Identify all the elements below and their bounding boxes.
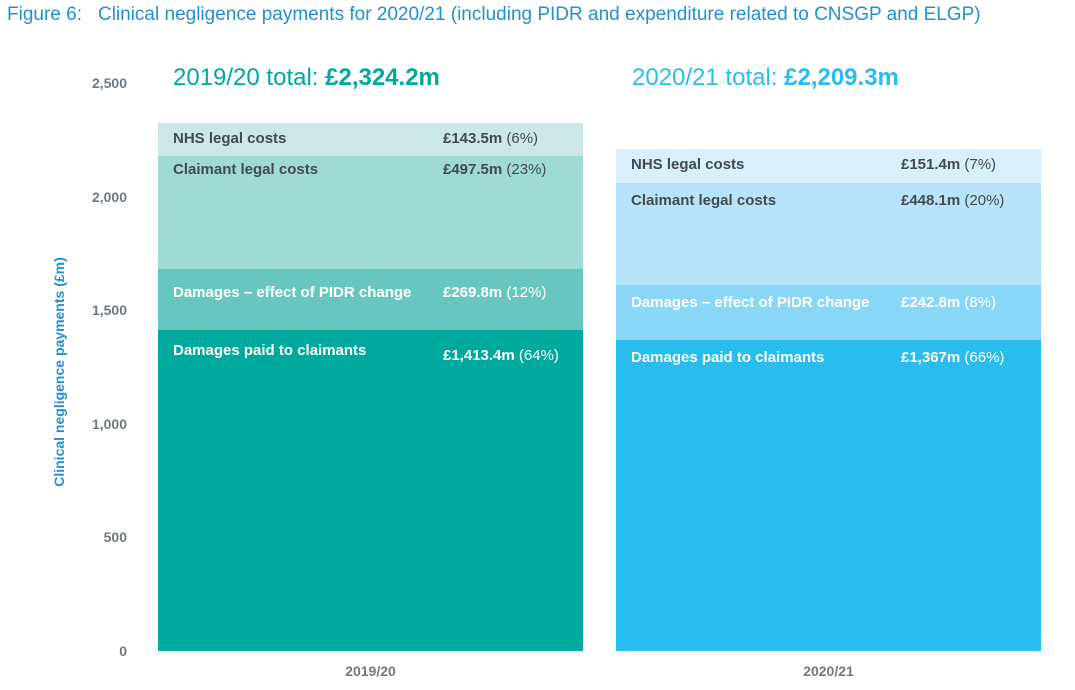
y-tick-label: 2,000 [91, 188, 127, 205]
segment-value-percent: (12%) [502, 283, 547, 301]
bar-total-value: £2,209.3m [784, 64, 899, 91]
segment-value-amount: £448.1m [901, 192, 961, 210]
segment-label: Damages paid to claimants [173, 341, 367, 359]
segment-label: Damages – effect of PIDR change [631, 294, 870, 312]
bar-segment [616, 149, 1041, 184]
segment-value-amount: £151.4m [901, 156, 961, 174]
bar-segment [616, 183, 1041, 286]
segment-value-amount: £497.5m [443, 160, 503, 178]
segment-value-amount: £269.8m [443, 283, 503, 301]
segment-value-percent: (7%) [960, 156, 997, 174]
segment-value: £1,413.4m (64%) [443, 347, 559, 364]
segment-value-amount: £242.8m [901, 294, 961, 312]
segment-value-percent: (6%) [502, 129, 539, 147]
segment-value: £151.4m (7%) [901, 156, 996, 173]
segment-value-amount: £1,367m [901, 349, 961, 367]
bar-segment [158, 122, 583, 156]
bar-total-value: £2,324.2m [325, 64, 440, 91]
segment-value: £497.5m (23%) [443, 161, 546, 178]
segment-value: £448.1m (20%) [901, 192, 1004, 209]
segment-value: £143.5m (6%) [443, 130, 538, 147]
bar-segment [158, 155, 583, 269]
bar-segment [616, 285, 1041, 341]
bar-total-prefix: 2020/21 total: [632, 64, 785, 91]
x-tick-label: 2020/21 [803, 663, 854, 679]
segment-value-percent: (23%) [502, 160, 547, 178]
segment-label: NHS legal costs [173, 129, 287, 147]
y-tick-label: 1,500 [91, 302, 127, 319]
segment-value: £269.8m (12%) [443, 284, 546, 301]
segment-value-percent: (8%) [960, 294, 997, 312]
x-tick-label: 2019/20 [345, 663, 396, 679]
figure-title: Figure 6: Clinical negligence payments fo… [7, 4, 1073, 26]
segment-label: NHS legal costs [631, 156, 745, 174]
y-tick-label: 2,500 [91, 75, 127, 91]
segment-label: Claimant legal costs [631, 192, 777, 210]
segment-value: £1,367m (66%) [901, 349, 1004, 366]
segment-value-percent: (66%) [960, 349, 1005, 367]
bar-total-label: 2020/21 total: £2,209.3m [632, 64, 899, 92]
y-tick-label: 500 [103, 529, 127, 546]
y-axis-label: Clinical negligence payments (£m) [51, 257, 67, 487]
segment-value-amount: £143.5m [443, 129, 503, 147]
segment-value-amount: £1,413.4m [443, 346, 515, 364]
y-tick-label: 0 [119, 643, 127, 659]
bar-segment [158, 329, 583, 651]
bar-segment [158, 268, 583, 330]
segment-label: Damages paid to claimants [631, 349, 825, 367]
bar-total-prefix: 2019/20 total: [173, 64, 326, 91]
segment-value-percent: (64%) [514, 346, 559, 364]
y-tick-label: 1,000 [91, 415, 127, 432]
bar-total-label: 2019/20 total: £2,324.2m [173, 64, 440, 92]
segment-label: Claimant legal costs [173, 160, 319, 178]
figure-title-text: Clinical negligence payments for 2020/21… [97, 4, 981, 25]
segment-value: £242.8m (8%) [901, 294, 996, 311]
bar-segment [616, 340, 1041, 651]
segment-label: Damages – effect of PIDR change [173, 283, 412, 301]
figure-number: Figure 6: [7, 4, 82, 25]
segment-value-percent: (20%) [960, 192, 1005, 210]
